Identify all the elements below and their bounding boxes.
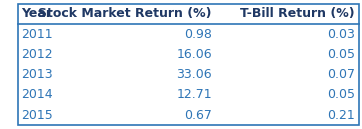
Text: 0.07: 0.07 bbox=[327, 68, 355, 81]
Text: 2015: 2015 bbox=[21, 108, 53, 122]
Text: T-Bill Return (%): T-Bill Return (%) bbox=[240, 7, 355, 21]
Text: 2011: 2011 bbox=[21, 28, 52, 41]
Text: 2012: 2012 bbox=[21, 48, 52, 61]
Text: 33.06: 33.06 bbox=[176, 68, 212, 81]
Text: Stock Market Return (%): Stock Market Return (%) bbox=[38, 7, 212, 21]
Text: 2013: 2013 bbox=[21, 68, 52, 81]
Text: 0.98: 0.98 bbox=[184, 28, 212, 41]
Text: 0.67: 0.67 bbox=[184, 108, 212, 122]
Text: 12.71: 12.71 bbox=[176, 88, 212, 101]
Text: 0.21: 0.21 bbox=[327, 108, 355, 122]
Text: 16.06: 16.06 bbox=[176, 48, 212, 61]
Text: 0.05: 0.05 bbox=[327, 88, 355, 101]
Text: Year: Year bbox=[21, 7, 52, 21]
Text: 0.03: 0.03 bbox=[327, 28, 355, 41]
Text: 0.05: 0.05 bbox=[327, 48, 355, 61]
Text: 2014: 2014 bbox=[21, 88, 52, 101]
